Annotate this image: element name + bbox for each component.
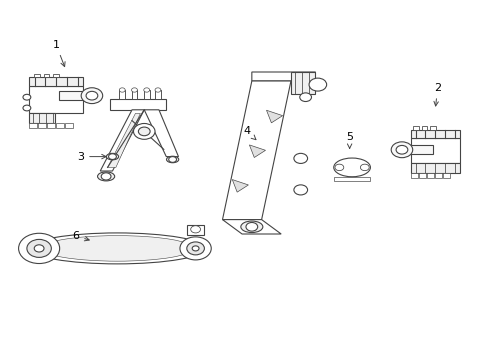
Circle shape bbox=[192, 246, 199, 251]
Circle shape bbox=[119, 88, 125, 92]
Polygon shape bbox=[34, 74, 40, 77]
Circle shape bbox=[19, 233, 60, 264]
Polygon shape bbox=[29, 86, 83, 112]
Circle shape bbox=[293, 153, 307, 163]
Ellipse shape bbox=[240, 221, 263, 233]
Circle shape bbox=[101, 173, 111, 180]
Polygon shape bbox=[29, 77, 83, 86]
Polygon shape bbox=[110, 99, 166, 110]
Polygon shape bbox=[266, 110, 282, 123]
Polygon shape bbox=[100, 110, 144, 171]
Polygon shape bbox=[222, 220, 281, 234]
Circle shape bbox=[180, 237, 211, 260]
Polygon shape bbox=[421, 126, 427, 130]
Polygon shape bbox=[410, 163, 459, 173]
Polygon shape bbox=[410, 173, 417, 178]
Polygon shape bbox=[131, 90, 137, 99]
Circle shape bbox=[395, 145, 407, 154]
Polygon shape bbox=[400, 145, 432, 154]
Text: 3: 3 bbox=[77, 152, 106, 162]
Polygon shape bbox=[29, 112, 55, 123]
Text: 4: 4 bbox=[243, 126, 255, 140]
Polygon shape bbox=[144, 110, 178, 157]
Circle shape bbox=[81, 88, 102, 104]
Polygon shape bbox=[333, 177, 370, 181]
Circle shape bbox=[155, 88, 161, 92]
Circle shape bbox=[334, 164, 343, 171]
Circle shape bbox=[186, 242, 204, 255]
Circle shape bbox=[360, 164, 368, 171]
Circle shape bbox=[190, 226, 200, 233]
Polygon shape bbox=[341, 163, 362, 172]
Polygon shape bbox=[47, 123, 55, 128]
Ellipse shape bbox=[97, 172, 114, 181]
Circle shape bbox=[143, 88, 149, 92]
Polygon shape bbox=[38, 123, 46, 128]
Circle shape bbox=[34, 245, 44, 252]
Polygon shape bbox=[53, 74, 59, 77]
Polygon shape bbox=[410, 130, 459, 138]
Circle shape bbox=[138, 127, 150, 136]
Polygon shape bbox=[59, 91, 93, 100]
Circle shape bbox=[23, 94, 31, 100]
Circle shape bbox=[27, 239, 51, 257]
Polygon shape bbox=[426, 173, 433, 178]
Polygon shape bbox=[186, 225, 204, 235]
Ellipse shape bbox=[333, 158, 370, 177]
Polygon shape bbox=[418, 173, 425, 178]
Polygon shape bbox=[434, 173, 441, 178]
Ellipse shape bbox=[106, 153, 118, 160]
Circle shape bbox=[23, 105, 31, 111]
Polygon shape bbox=[119, 90, 125, 99]
Ellipse shape bbox=[41, 236, 193, 261]
Circle shape bbox=[168, 157, 176, 162]
Polygon shape bbox=[29, 123, 37, 128]
Polygon shape bbox=[232, 180, 248, 192]
Circle shape bbox=[86, 91, 98, 100]
Polygon shape bbox=[443, 173, 449, 178]
Circle shape bbox=[245, 222, 257, 231]
Polygon shape bbox=[56, 123, 63, 128]
Circle shape bbox=[108, 154, 116, 159]
Text: 1: 1 bbox=[53, 40, 65, 67]
Ellipse shape bbox=[29, 233, 205, 264]
Polygon shape bbox=[222, 81, 290, 220]
Circle shape bbox=[133, 123, 155, 139]
Polygon shape bbox=[412, 126, 418, 130]
Text: 5: 5 bbox=[346, 132, 352, 148]
Polygon shape bbox=[290, 72, 315, 94]
Circle shape bbox=[293, 185, 307, 195]
Text: 6: 6 bbox=[72, 231, 89, 241]
Polygon shape bbox=[155, 90, 161, 99]
Polygon shape bbox=[410, 138, 459, 163]
Polygon shape bbox=[249, 145, 265, 158]
Circle shape bbox=[390, 142, 412, 158]
Circle shape bbox=[299, 93, 311, 102]
Ellipse shape bbox=[166, 156, 179, 163]
Polygon shape bbox=[107, 113, 140, 167]
Text: 2: 2 bbox=[433, 83, 440, 106]
Polygon shape bbox=[143, 90, 149, 99]
Polygon shape bbox=[43, 74, 49, 77]
Polygon shape bbox=[251, 72, 315, 94]
Polygon shape bbox=[65, 123, 73, 128]
Polygon shape bbox=[429, 126, 435, 130]
Circle shape bbox=[308, 78, 326, 91]
Circle shape bbox=[131, 88, 137, 92]
